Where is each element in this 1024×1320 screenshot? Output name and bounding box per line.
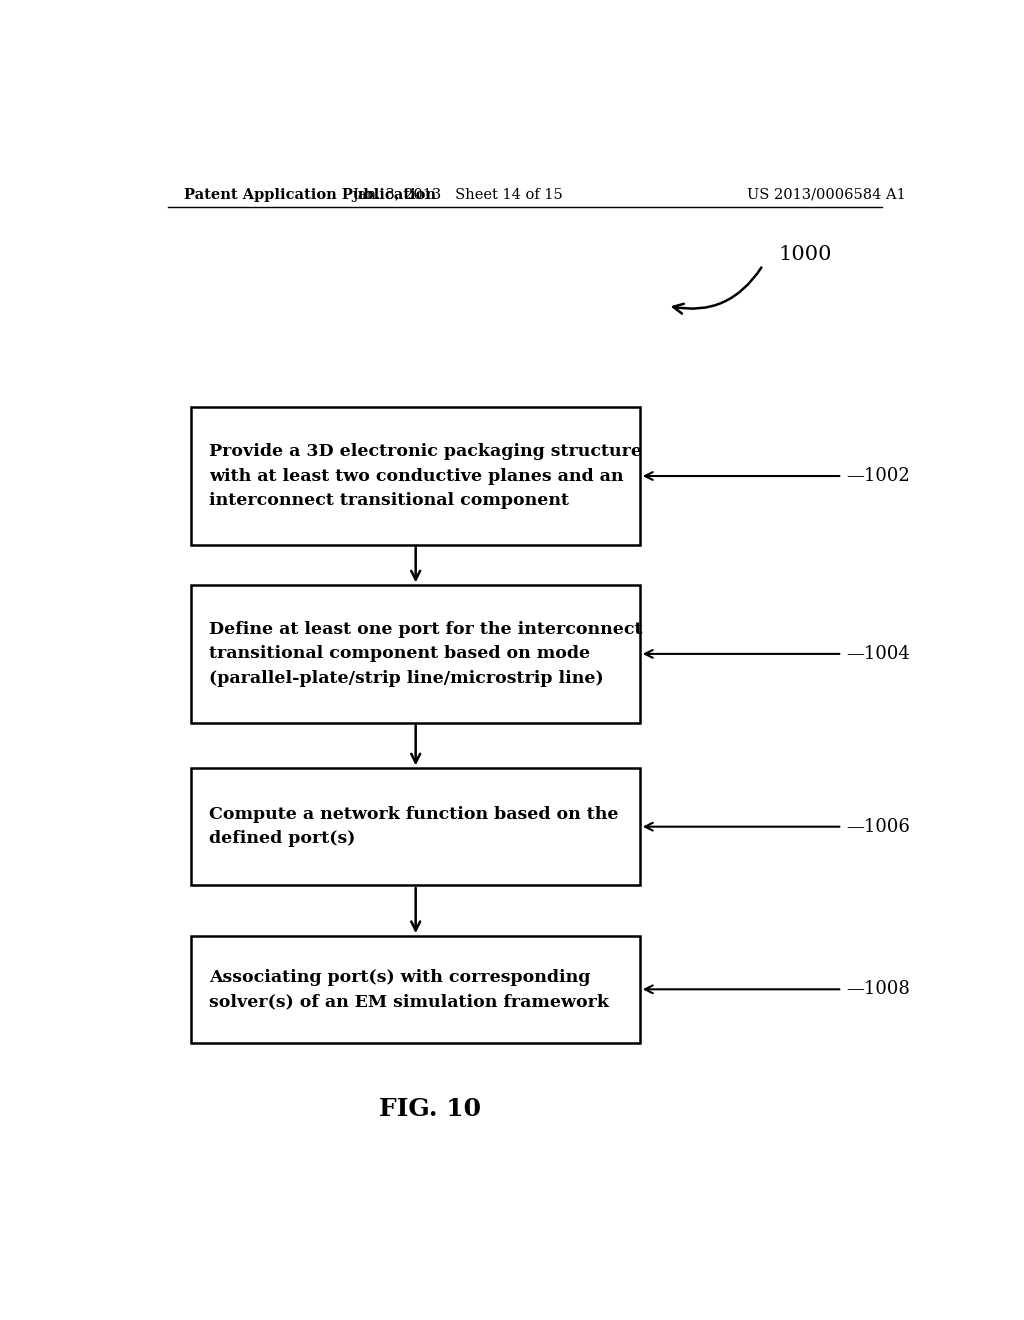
- Text: FIG. 10: FIG. 10: [379, 1097, 480, 1121]
- FancyBboxPatch shape: [191, 408, 640, 545]
- Text: —1002: —1002: [846, 467, 910, 484]
- Text: Compute a network function based on the
defined port(s): Compute a network function based on the …: [209, 807, 618, 847]
- Text: Jan. 3, 2013   Sheet 14 of 15: Jan. 3, 2013 Sheet 14 of 15: [352, 187, 563, 202]
- Text: Define at least one port for the interconnect
transitional component based on mo: Define at least one port for the interco…: [209, 622, 642, 686]
- FancyBboxPatch shape: [191, 585, 640, 722]
- FancyBboxPatch shape: [191, 936, 640, 1043]
- Text: —1008: —1008: [846, 981, 910, 998]
- Text: Associating port(s) with corresponding
solver(s) of an EM simulation framework: Associating port(s) with corresponding s…: [209, 969, 609, 1010]
- Text: —1004: —1004: [846, 645, 910, 663]
- Text: US 2013/0006584 A1: US 2013/0006584 A1: [746, 187, 906, 202]
- Text: 1000: 1000: [778, 246, 833, 264]
- Text: Patent Application Publication: Patent Application Publication: [183, 187, 435, 202]
- Text: Provide a 3D electronic packaging structure
with at least two conductive planes : Provide a 3D electronic packaging struct…: [209, 444, 642, 508]
- FancyBboxPatch shape: [191, 768, 640, 886]
- Text: —1006: —1006: [846, 817, 910, 836]
